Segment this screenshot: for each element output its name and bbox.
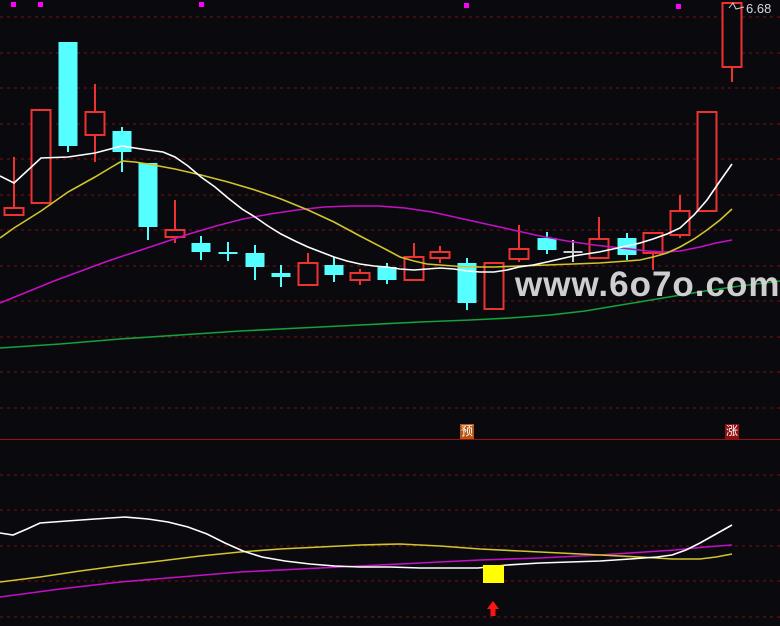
ind-white xyxy=(0,516,733,569)
candle-body-bear xyxy=(537,238,557,250)
watermark: www.6o7o.com xyxy=(515,265,780,304)
candle-body-bear xyxy=(138,163,158,227)
up-arrow-icon xyxy=(487,601,499,616)
candle-body-bull xyxy=(669,210,691,236)
event-dot xyxy=(464,3,469,8)
candle-body-bull xyxy=(349,272,371,281)
candle-body-bull xyxy=(429,251,451,259)
candle-body-bull xyxy=(84,111,106,136)
candle-body-bull xyxy=(30,109,52,204)
candle-body-bear xyxy=(58,42,78,146)
ma-green xyxy=(0,280,780,349)
candle-body-bear xyxy=(112,131,132,152)
ma-magenta xyxy=(0,205,733,304)
event-dot xyxy=(11,2,16,7)
candle-body-bear xyxy=(245,253,265,267)
ind-yellow xyxy=(0,543,733,583)
signal-badge-rise: 涨 xyxy=(725,424,739,439)
last-price-label: 6.68 xyxy=(746,1,772,16)
candle-body-doji xyxy=(563,251,583,253)
candle-body-bear xyxy=(218,252,238,254)
candle-body-bull xyxy=(297,262,319,286)
ma-white xyxy=(0,145,733,273)
candle-body-bull xyxy=(721,2,743,68)
buy-signal-square xyxy=(483,565,504,583)
candle-body-bear xyxy=(324,265,344,275)
ind-magenta xyxy=(0,544,733,598)
ma-yellow xyxy=(0,160,733,268)
price-pointer xyxy=(728,2,745,10)
candle-body-bull xyxy=(164,229,186,238)
candle-body-bull xyxy=(588,238,610,259)
candle-body-bull xyxy=(696,111,718,212)
candle-body-bear xyxy=(271,273,291,277)
candle-body-bull xyxy=(3,207,25,216)
event-dot xyxy=(199,2,204,7)
candle-body-bull xyxy=(508,248,530,260)
signal-badge-pre: 预 xyxy=(460,424,474,439)
event-dot xyxy=(676,4,681,9)
candle-body-bull xyxy=(483,262,505,310)
event-dot xyxy=(38,2,43,7)
candle-body-bear xyxy=(191,243,211,252)
candle-body-bear xyxy=(377,267,397,280)
candle-body-bear xyxy=(457,263,477,303)
